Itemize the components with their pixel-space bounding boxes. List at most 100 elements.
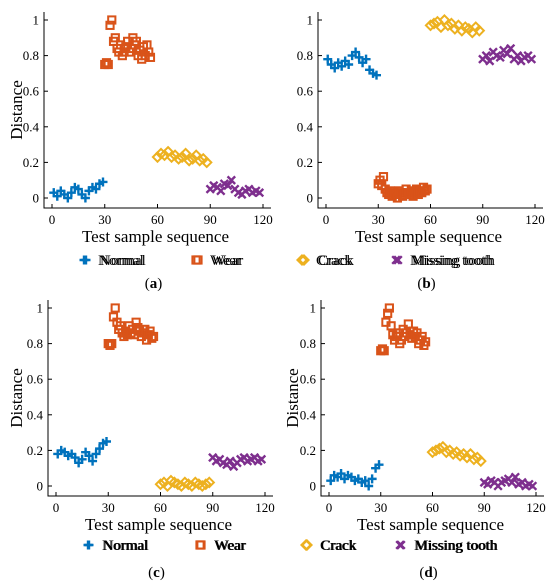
legend-label-crack: Crack (316, 253, 352, 269)
data-point (448, 22, 461, 35)
x-tick-label: 60 (151, 212, 164, 227)
data-point (481, 50, 491, 61)
legend-marker-crack (295, 253, 309, 267)
data-point (427, 17, 440, 30)
data-point (70, 453, 80, 463)
data-point (460, 451, 474, 464)
y-tick-label: 0 (307, 191, 314, 206)
data-point (441, 19, 454, 32)
y-tick-label: 1 (310, 301, 317, 316)
y-tick-label: 0.8 (300, 336, 316, 351)
series-crack (424, 13, 486, 39)
y-tick-label: 0 (310, 479, 317, 494)
data-point (154, 478, 167, 491)
data-point (165, 151, 178, 164)
series-normal (323, 47, 382, 80)
data-point (131, 36, 142, 46)
data-point (344, 60, 354, 69)
data-point (330, 63, 340, 73)
y-tick-label: 0.8 (27, 336, 43, 351)
y-tick-label: 1 (37, 301, 44, 316)
series-wear (376, 303, 431, 356)
series-crack (154, 474, 216, 493)
legend-label-missing-tooth: Missing tooth (414, 538, 497, 554)
data-point (323, 54, 333, 64)
data-point (91, 449, 101, 459)
panel-label: (d) (419, 565, 437, 581)
data-point (110, 303, 120, 313)
series-normal (326, 460, 384, 491)
y-axis-label: Distance (7, 80, 26, 139)
data-point (377, 344, 388, 354)
panel-label: (a) (145, 276, 163, 292)
x-tick-label: 0 (49, 212, 56, 227)
data-point (105, 340, 115, 350)
x-tick-label: 120 (526, 500, 546, 515)
data-point (80, 193, 90, 203)
data-point (421, 337, 431, 347)
data-point (379, 346, 389, 356)
legend-label-missing-tooth: Missing tooth (412, 253, 495, 269)
data-point (223, 180, 233, 191)
x-tick-label: 0 (53, 500, 60, 515)
data-point (95, 444, 105, 454)
y-tick-label: 0.6 (300, 372, 317, 387)
x-tick-label: 120 (255, 500, 275, 515)
data-point (422, 184, 432, 194)
data-point (364, 481, 374, 491)
data-point (102, 437, 112, 446)
data-point (527, 481, 538, 491)
y-tick-label: 0.4 (300, 407, 317, 422)
x-tick-label: 90 (476, 212, 489, 227)
legend-label-wear: Wear (214, 538, 245, 554)
y-tick-label: 0.2 (297, 155, 313, 170)
data-point (383, 308, 393, 318)
legend-label-normal: Normal (98, 253, 144, 269)
y-tick-label: 0.6 (23, 84, 40, 99)
y-tick-label: 0.8 (297, 48, 313, 63)
legend-label-wear: Wear (215, 538, 246, 554)
data-point (360, 476, 370, 486)
legend-marker-crack (297, 253, 311, 267)
data-point (105, 20, 115, 30)
legend-label-missing-tooth: Missing tooth (410, 253, 493, 269)
x-tick-label: 120 (525, 212, 545, 227)
series-missing-tooth (205, 175, 265, 200)
y-tick-label: 0 (33, 191, 40, 206)
legend-marker-missing-tooth (393, 255, 403, 265)
data-point (372, 70, 382, 80)
series-crack (426, 440, 487, 468)
y-tick-label: 1 (307, 13, 314, 28)
data-point (374, 460, 384, 470)
x-tick-label: 0 (326, 500, 333, 515)
data-point (203, 476, 216, 489)
x-tick-label: 30 (372, 212, 385, 227)
x-tick-label: 60 (154, 500, 167, 515)
x-axis-label: Test sample sequence (82, 227, 229, 246)
data-point (336, 469, 346, 479)
data-point (361, 54, 371, 64)
axes-lines (320, 300, 544, 497)
panel-label: (c) (148, 565, 165, 581)
legend-marker-wear (193, 255, 203, 265)
data-point (337, 61, 347, 71)
y-tick-label: 0 (37, 479, 44, 494)
data-point (526, 54, 537, 64)
y-tick-label: 0.4 (27, 407, 44, 422)
x-axis-label: Test sample sequence (357, 515, 504, 534)
data-point (440, 446, 453, 459)
legend-marker-normal (84, 540, 94, 550)
data-point (107, 15, 117, 25)
series-missing-tooth (479, 472, 538, 491)
y-tick-label: 0.2 (27, 443, 43, 458)
legend-label-crack: Crack (320, 538, 356, 554)
data-point (101, 58, 112, 68)
y-tick-label: 0.2 (23, 155, 39, 170)
series-wear (103, 303, 159, 350)
legend-label-normal: Normal (103, 538, 149, 554)
y-axis-label: Distance (7, 368, 26, 427)
data-point (77, 454, 87, 464)
data-point (103, 59, 113, 70)
series-wear (100, 15, 156, 70)
y-tick-label: 0.8 (23, 48, 39, 63)
